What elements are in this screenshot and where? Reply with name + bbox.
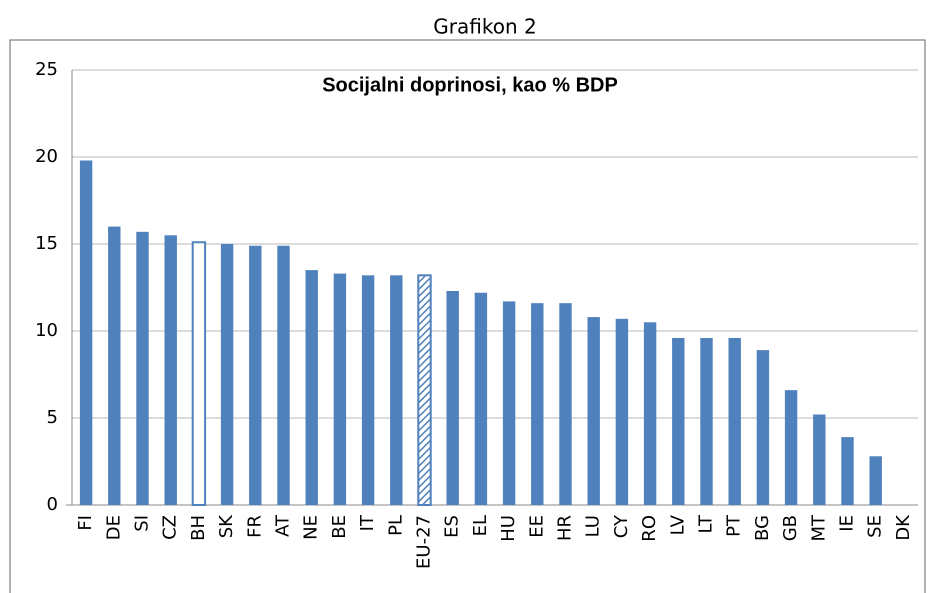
- x-tick-label: LU: [583, 515, 604, 537]
- bar: [277, 245, 290, 506]
- x-tick-label: BG: [752, 515, 773, 541]
- bar: [191, 241, 207, 506]
- x-tick-label: LT: [696, 514, 717, 534]
- y-tick-label: 0: [47, 494, 58, 515]
- bar: [587, 317, 600, 505]
- x-tick-label: EL: [470, 515, 491, 536]
- x-tick-label: MT: [808, 514, 829, 542]
- bar: [333, 273, 347, 505]
- bar: [446, 290, 459, 505]
- x-tick-label: FR: [244, 515, 265, 538]
- x-tick-label: SE: [865, 515, 886, 538]
- bar: [79, 160, 93, 506]
- x-tick-label: IE: [837, 515, 858, 532]
- x-tick-label: DK: [893, 514, 914, 541]
- bar: [643, 322, 657, 505]
- x-tick-label: CZ: [160, 515, 181, 540]
- bar: [474, 292, 488, 505]
- bar: [361, 275, 375, 505]
- bar: [305, 270, 318, 505]
- bar: [417, 274, 432, 506]
- bar: [784, 390, 798, 505]
- y-tick-label: 25: [35, 59, 58, 80]
- x-tick-label: AT: [273, 514, 294, 537]
- bar: [756, 350, 770, 505]
- bar: [390, 275, 403, 505]
- x-tick-label: BE: [329, 515, 350, 539]
- bar: [841, 437, 854, 505]
- bar: [700, 337, 713, 505]
- bar: [249, 245, 262, 506]
- x-tick-label: SI: [132, 515, 153, 532]
- x-tick-label: ES: [442, 515, 463, 538]
- x-tick-label: RO: [639, 515, 660, 542]
- x-tick-label: HR: [555, 515, 576, 541]
- x-tick-label: EU-27: [414, 515, 435, 569]
- x-tick-label: EE: [526, 515, 547, 538]
- x-tick-label: HU: [498, 515, 519, 542]
- y-tick-label: 15: [35, 233, 58, 254]
- bar: [108, 226, 121, 505]
- x-tick-label: NE: [301, 515, 322, 540]
- bar: [502, 301, 516, 505]
- y-tick-label: 20: [35, 146, 58, 167]
- bar: [531, 303, 544, 505]
- bar: [672, 337, 685, 505]
- x-tick-label: FI: [75, 515, 96, 531]
- y-tick-label: 5: [47, 407, 58, 428]
- bar: [728, 337, 741, 505]
- x-tick-label: IT: [357, 514, 378, 531]
- y-tick-label: 10: [35, 320, 58, 341]
- bar: [136, 231, 149, 505]
- x-tick-label: PL: [385, 515, 406, 536]
- x-tick-label: PT: [724, 514, 745, 537]
- bar: [220, 244, 234, 505]
- x-tick-label: LV: [667, 514, 688, 535]
- x-tick-label: BH: [188, 515, 209, 541]
- chart-frame: [9, 39, 926, 593]
- bar: [615, 318, 629, 505]
- bar: [559, 303, 572, 505]
- chart-title: Socijalni doprinosi, kao % BDP: [322, 74, 618, 96]
- x-tick-label: GB: [780, 515, 801, 541]
- bar: [164, 235, 177, 506]
- page-heading: Grafikon 2: [433, 15, 536, 39]
- bar: [869, 456, 882, 505]
- x-tick-label: CY: [611, 514, 632, 538]
- x-tick-label: DE: [103, 515, 124, 540]
- bar: [813, 414, 826, 505]
- x-tick-label: SK: [216, 514, 237, 538]
